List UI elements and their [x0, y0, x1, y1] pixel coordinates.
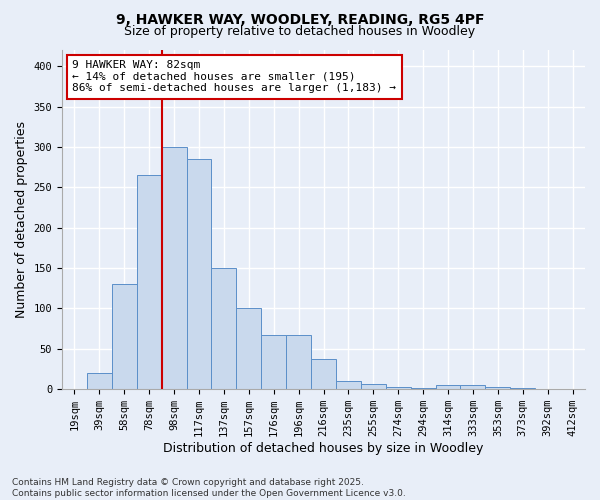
Bar [386, 387, 410, 389]
Y-axis label: Number of detached properties: Number of detached properties [15, 121, 28, 318]
Bar [286, 335, 311, 389]
Bar [261, 335, 286, 389]
Bar [311, 360, 336, 389]
Text: 9 HAWKER WAY: 82sqm
← 14% of detached houses are smaller (195)
86% of semi-detac: 9 HAWKER WAY: 82sqm ← 14% of detached ho… [73, 60, 397, 94]
Bar [485, 387, 510, 389]
Bar [161, 147, 187, 389]
Bar [236, 308, 261, 389]
Bar [187, 159, 211, 389]
Bar [211, 268, 236, 389]
Bar [87, 373, 112, 389]
Text: Contains HM Land Registry data © Crown copyright and database right 2025.
Contai: Contains HM Land Registry data © Crown c… [12, 478, 406, 498]
Bar [436, 385, 460, 389]
Bar [112, 284, 137, 389]
Bar [361, 384, 386, 389]
Bar [410, 388, 436, 389]
Bar [137, 175, 161, 389]
Bar [336, 381, 361, 389]
Bar [510, 388, 535, 389]
Bar [460, 385, 485, 389]
Text: Size of property relative to detached houses in Woodley: Size of property relative to detached ho… [124, 25, 476, 38]
X-axis label: Distribution of detached houses by size in Woodley: Distribution of detached houses by size … [163, 442, 484, 455]
Text: 9, HAWKER WAY, WOODLEY, READING, RG5 4PF: 9, HAWKER WAY, WOODLEY, READING, RG5 4PF [116, 12, 484, 26]
